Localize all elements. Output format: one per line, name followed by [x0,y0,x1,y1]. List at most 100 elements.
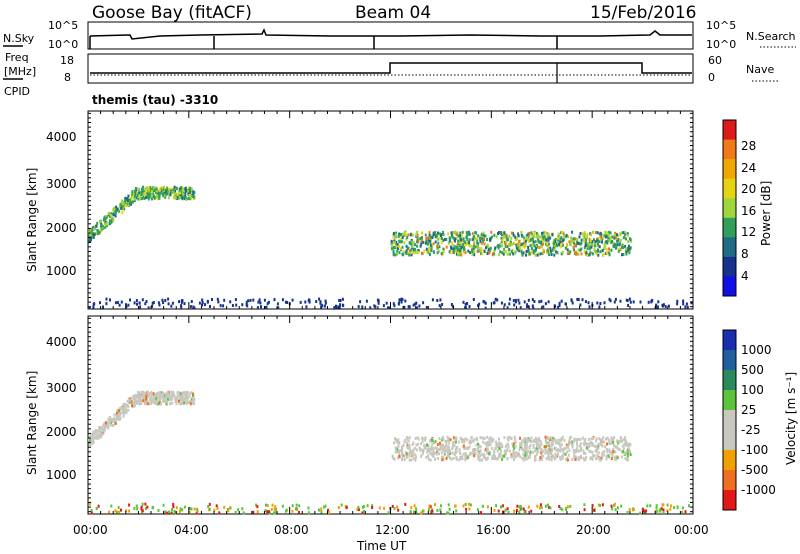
scatter-cell [416,244,419,248]
scatter-cell [216,297,219,301]
scatter-cell [193,191,196,195]
power-ytick-2000: 2000 [46,221,77,235]
scatter-cell [650,300,653,304]
scatter-cell [499,232,502,235]
scatter-cell [660,507,663,511]
scatter-cell [114,509,117,513]
scatter-cell [169,191,172,195]
scatter-cell [115,510,118,514]
colorbar-cell [723,256,736,277]
scatter-cell [130,400,133,404]
scatter-cell [627,452,630,456]
scatter-cell [657,300,660,304]
scatter-cell [162,503,165,507]
scatter-cell [550,253,553,256]
scatter-cell [462,300,465,304]
scatter-cell [103,216,106,220]
scatter-cell [562,451,565,455]
scatter-cell [591,240,594,244]
scatter-cell [503,436,506,440]
scatter-cell [557,306,560,309]
scatter-cell [585,251,588,255]
scatter-cell [519,247,522,251]
scatter-cell [461,230,464,234]
scatter-cell [523,236,526,240]
scatter-cell [502,510,504,514]
scatter-cell [137,197,140,201]
scatter-cell [609,236,612,239]
scatter-cell [434,240,437,244]
scatter-cell [150,188,153,192]
noise-left-tick-top: 10^5 [48,19,78,32]
scatter-cell [518,301,521,305]
scatter-cell [497,232,499,236]
scatter-cell [277,306,280,310]
scatter-cell [428,505,431,509]
power-panel: 1000 2000 3000 4000 Slant Range [km] [25,110,694,310]
scatter-cell [591,454,594,458]
scatter-cell [524,453,527,457]
scatter-cell [431,298,434,302]
scatter-cell [406,437,409,441]
scatter-cell [559,507,562,510]
scatter-cell [641,507,644,511]
scatter-cell [245,300,248,304]
scatter-cell [117,415,120,419]
scatter-cell [574,243,577,247]
power-x-ticks [87,111,694,309]
scatter-cell [584,452,587,455]
scatter-cell [390,239,393,243]
scatter-cell [454,438,457,442]
scatter-cell [392,235,395,239]
scatter-cell [488,440,491,444]
scatter-cell [112,219,115,223]
scatter-cell [536,253,539,257]
scatter-cell [408,454,411,458]
scatter-cell [555,250,557,254]
scatter-cell [342,304,345,308]
vel-cbar-tick-m500: -500 [741,463,768,477]
scatter-cell [468,305,471,308]
scatter-cell [467,230,470,234]
scatter-cell [474,237,476,241]
scatter-cell [102,427,105,431]
scatter-cell [573,451,576,455]
scatter-cell [395,448,398,452]
scatter-cell [439,236,442,240]
scatter-cell [397,438,400,442]
colorbar-cell [723,276,736,297]
scatter-cell [513,438,516,442]
scatter-cell [147,197,150,201]
scatter-cell [168,398,171,402]
scatter-cell [484,306,487,310]
scatter-cell [424,233,427,237]
scatter-cell [183,302,186,306]
scatter-cell [454,448,457,452]
scatter-cell [362,509,365,513]
scatter-cell [491,253,494,257]
scatter-cell [327,508,329,512]
scatter-cell [484,301,487,305]
scatter-cell [100,435,103,439]
scatter-cell [186,393,189,397]
scatter-cell [427,444,430,448]
scatter-cell [532,306,535,310]
scatter-cell [171,508,173,511]
scatter-cell [539,235,542,239]
scatter-cell [118,407,121,411]
freq-label-line2: [MHz] [4,65,36,78]
scatter-cell [142,396,145,400]
scatter-cell [601,249,604,253]
scatter-cell [614,297,617,301]
power-cbar-label: Power [dB] [759,181,773,246]
scatter-cell [157,301,160,305]
scatter-cell [476,241,479,245]
scatter-cell [504,452,507,456]
scatter-cell [401,448,404,452]
scatter-cell [662,508,665,512]
scatter-cell [447,439,450,443]
scatter-cell [116,409,119,412]
scatter-cell [493,248,496,252]
scatter-cell [561,455,564,458]
scatter-cell [666,509,669,513]
